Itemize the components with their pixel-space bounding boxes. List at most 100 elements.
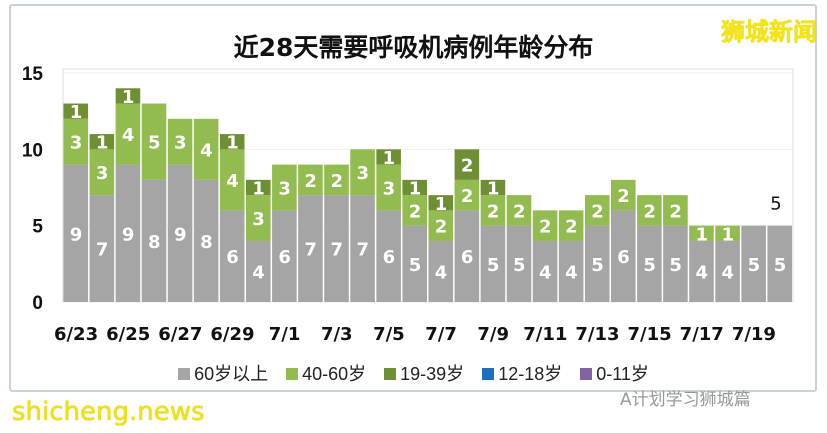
bar-segment [167, 118, 193, 165]
data-label: 6 [278, 247, 291, 268]
bar-segment [558, 210, 584, 241]
data-label: 4 [695, 262, 708, 283]
y-tick-label: 5 [32, 217, 43, 238]
data-label: 2 [513, 201, 526, 222]
data-label: 3 [174, 133, 187, 154]
bar-segment [480, 195, 506, 226]
data-label: 2 [304, 171, 317, 192]
data-label: 4 [539, 262, 552, 283]
data-label: 9 [174, 224, 187, 245]
bar-segment [167, 164, 193, 302]
data-label: 5 [148, 133, 161, 154]
x-tick-label: 6/25 [106, 324, 150, 345]
bar-segment [89, 195, 115, 302]
bar-segment [715, 240, 740, 302]
bar-segment [454, 210, 480, 302]
legend-item: 60岁以上 [178, 360, 268, 386]
data-label: 5 [643, 255, 656, 276]
bar-segment [532, 210, 558, 241]
data-label: 2 [487, 201, 500, 222]
bar-segment [350, 195, 375, 302]
bar-segment [324, 164, 349, 196]
data-label: 2 [669, 201, 682, 222]
data-label: 2 [409, 201, 422, 222]
y-tick-label: 10 [22, 140, 43, 161]
bar-segment [246, 195, 271, 241]
bar-segment [402, 179, 427, 196]
bar-segment [89, 134, 115, 150]
bar-segment [350, 149, 375, 196]
data-label: 1 [252, 179, 265, 200]
data-label: 4 [565, 262, 578, 283]
data-label: 3 [96, 163, 109, 184]
data-label: 4 [252, 262, 265, 283]
data-label: 8 [200, 232, 213, 253]
legend-item: 40-60岁 [286, 360, 366, 386]
x-tick-label: 7/5 [373, 324, 405, 345]
bar-segment [402, 225, 427, 302]
legend-swatch [178, 368, 191, 380]
bar-segment [741, 225, 766, 302]
x-tick-label: 6/27 [158, 324, 202, 345]
bar-segment [506, 225, 532, 302]
data-label: 6 [461, 247, 474, 268]
bar-segment [611, 210, 636, 302]
legend-swatch [482, 368, 495, 380]
data-label: 6 [226, 247, 239, 268]
bar-segment [376, 164, 401, 211]
bar-segment [480, 225, 506, 302]
data-label: 5 [409, 255, 422, 276]
bar-segment [376, 149, 401, 165]
bar-segment [637, 225, 662, 302]
x-tick-label: 7/15 [628, 324, 672, 345]
bar-segment [219, 149, 245, 211]
data-label: 7 [357, 240, 370, 261]
bar-segment [428, 210, 454, 241]
data-label: 4 [435, 262, 448, 283]
data-label: 5 [487, 255, 500, 276]
x-tick-label: 7/13 [575, 324, 619, 345]
watermark-site: shicheng.news [12, 397, 205, 427]
watermark-account: A计划学习狮城篇 [620, 390, 751, 410]
legend-label: 12-18岁 [498, 364, 563, 384]
bar-segment [637, 195, 662, 226]
bar-segment [428, 195, 454, 211]
data-label: 1 [122, 87, 135, 108]
bar-segment [689, 240, 714, 302]
bar-segment [63, 103, 89, 119]
legend-item: 0-11岁 [580, 360, 649, 386]
legend-label: 0-11岁 [596, 364, 649, 384]
y-tick-label: 0 [32, 293, 43, 314]
x-tick-label: 7/11 [523, 324, 567, 345]
bar-segment [532, 240, 558, 302]
data-label: 5 [669, 255, 682, 276]
annotation-label: 5 [770, 194, 781, 215]
bar-segment [193, 118, 219, 180]
data-label: 2 [435, 217, 448, 238]
bar-segment [246, 179, 271, 196]
data-label: 3 [252, 209, 265, 230]
data-label: 3 [383, 179, 396, 200]
bar-segment [115, 88, 141, 104]
data-label: 1 [695, 224, 708, 245]
x-tick-label: 7/19 [732, 324, 776, 345]
data-label: 4 [722, 262, 735, 283]
data-label: 1 [70, 102, 83, 123]
chart-title: 近28天需要呼吸机病例年龄分布 [233, 33, 594, 62]
bar-segment [454, 149, 480, 180]
data-label: 3 [70, 133, 83, 154]
data-label: 1 [226, 133, 239, 154]
data-label: 5 [591, 255, 604, 276]
bar-segment [115, 103, 141, 165]
data-label: 7 [304, 240, 317, 261]
bar-segment [272, 210, 297, 302]
bar-segment [584, 225, 610, 302]
data-label: 5 [774, 255, 787, 276]
data-label: 2 [461, 186, 474, 207]
data-label: 5 [513, 255, 526, 276]
bar-segment [219, 210, 245, 302]
bar-segment [141, 179, 167, 302]
bar-segment [193, 179, 219, 302]
legend-swatch [384, 368, 397, 380]
data-label: 2 [539, 217, 552, 238]
